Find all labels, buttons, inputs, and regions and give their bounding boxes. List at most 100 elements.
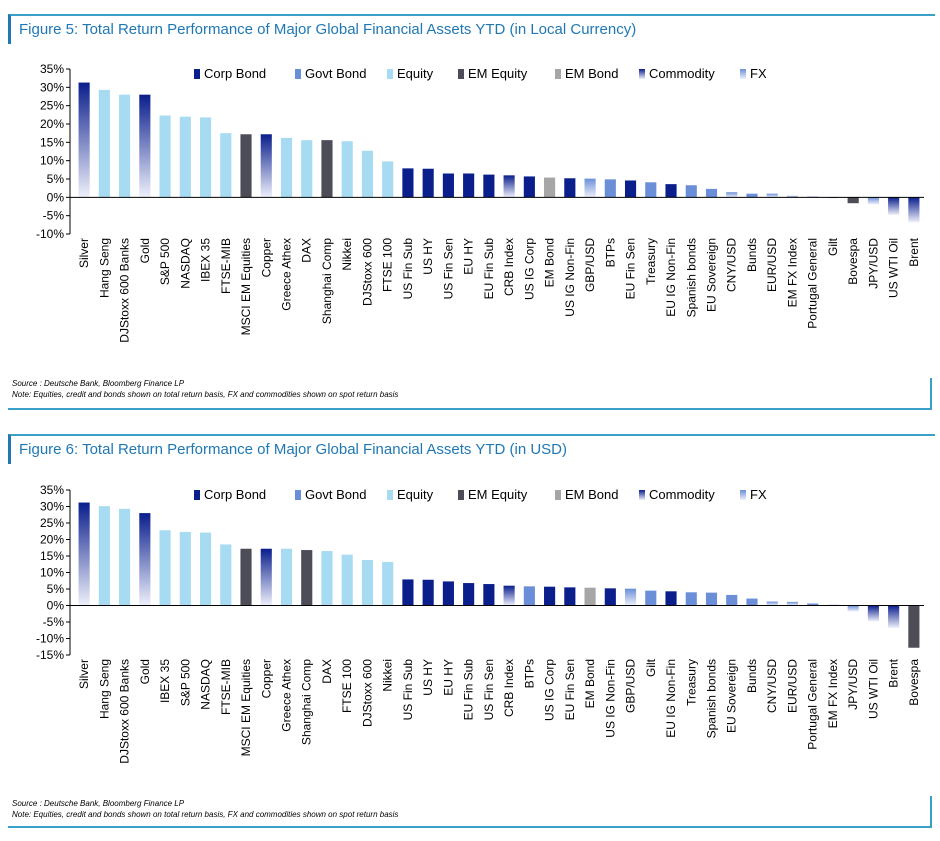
bar [705,188,718,198]
bar [584,178,596,198]
category-label: BTPs [522,659,536,688]
category-label: US WTI Oil [887,238,901,298]
bar [119,508,131,606]
category-label: US Fin Sen [482,659,496,720]
figure-5: Figure 5: Total Return Performance of Ma… [8,14,935,410]
legend-item: EM Equity [458,66,528,81]
bar [645,182,657,198]
bar [179,531,191,606]
bar [422,579,434,606]
category-label: S&P 500 [178,659,192,706]
category-label: IBEX 35 [158,659,172,703]
category-label: US IG Corp [522,238,536,300]
category-label: US Fin Sub [401,238,415,300]
y-tick-label: 10% [40,566,64,580]
category-label: DAX [300,238,314,263]
bar [766,193,778,198]
legend-label: Equity [397,66,434,81]
legend-label: EM Bond [565,66,618,81]
legend-label: Corp Bond [204,66,266,81]
legend-item: EM Equity [458,487,528,502]
legend-swatch [295,69,301,79]
legend-swatch [458,69,464,79]
legend-item: Govt Bond [295,66,366,81]
legend-label: EM Equity [468,487,528,502]
chart-source: Source : Deutsche Bank, Bloomberg Financ… [12,799,185,808]
bar [341,141,353,198]
bar [544,177,556,198]
category-label: CRB Index [502,238,516,296]
category-label: Hang Seng [97,238,111,298]
legend-swatch [387,490,393,500]
bar [280,137,293,198]
bar [786,195,799,198]
category-label: NASDAQ [178,238,192,289]
bar [888,605,900,628]
bar [503,585,515,606]
y-tick-label: 35% [40,483,64,497]
chart-title: Figure 6: Total Return Performance of Ma… [8,434,935,464]
y-tick-label: 10% [40,154,64,168]
bar [564,178,576,198]
legend-item: Equity [387,487,434,502]
bar [402,168,414,198]
category-label: Bovespa [907,659,921,706]
category-label: CRB Index [502,659,516,717]
category-label: Spanish bonds [705,659,719,738]
bar [240,134,252,198]
category-label: EM FX Index [785,238,799,307]
bar [301,550,313,606]
category-label: Brent [907,237,921,266]
y-tick-label: 30% [40,80,64,94]
bar [463,173,475,198]
bar [523,586,535,606]
category-label: Treasury [644,238,658,285]
y-tick-label: 5% [47,172,65,186]
category-label: Bunds [745,659,759,693]
y-tick-label: 0% [47,599,65,613]
category-label: JPY/USD [846,659,860,710]
legend-swatch [194,490,200,500]
figure-6: Figure 6: Total Return Performance of Ma… [8,434,935,828]
bar [483,174,495,198]
bar [847,197,859,204]
category-label: GBP/USD [624,659,638,713]
legend-swatch [295,490,301,500]
category-label: DJStoxx 600 Banks [118,238,132,343]
y-tick-label: -15% [36,648,64,662]
bar [220,544,232,606]
legend-item: Corp Bond [194,66,266,81]
frame-bottom-rule [8,408,932,410]
category-label: DAX [320,659,334,684]
category-label: EU IG Non-Fin [664,659,678,738]
y-tick-label: 25% [40,99,64,113]
bar [786,601,799,606]
bar [119,94,131,198]
bar [665,184,677,198]
category-label: EU Fin Sen [563,659,577,720]
category-label: Copper [259,238,273,277]
bar-chart: -15% -10% -5% 0% 5% 10% 15% 20% 25% 30% 35% Silver H… [36,483,924,764]
legend-swatch [194,69,200,79]
frame-bottom-rule [8,826,932,828]
bar [98,506,110,606]
category-label: Gilt [826,237,840,256]
bar [726,192,738,198]
legend-item: FX [740,487,767,502]
category-label: BTPs [603,238,617,267]
bar [159,530,171,606]
y-tick-label: 25% [40,516,64,530]
bar [98,89,110,198]
category-label: US HY [421,238,435,275]
chart-source: Source : Deutsche Bank, Bloomberg Financ… [12,379,185,388]
legend-swatch [639,490,645,500]
legend-label: Corp Bond [204,487,266,502]
y-tick-label: -10% [36,227,64,241]
category-label: Copper [259,659,273,698]
bar [665,591,677,606]
legend-label: Commodity [649,66,715,81]
frame-right-rule [930,796,932,828]
legend-swatch [740,69,746,79]
category-label: FTSE-MIB [219,659,233,715]
category-label: EU Fin Sub [462,659,476,721]
